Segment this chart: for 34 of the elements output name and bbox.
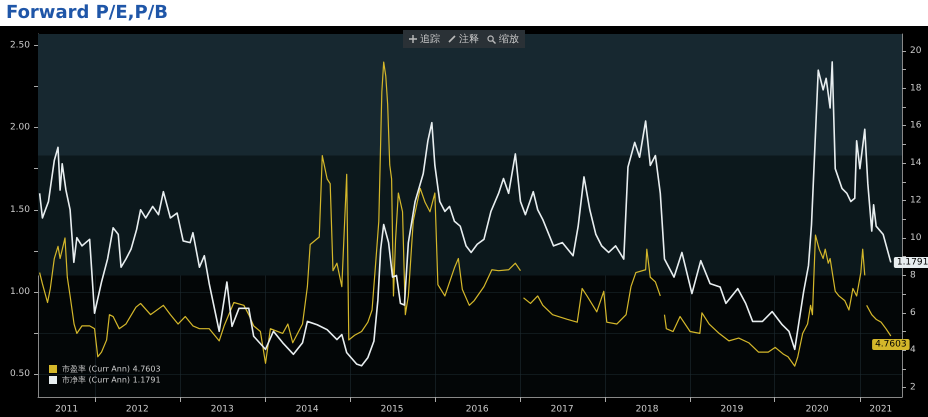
x-tick-label: 2020 (806, 404, 829, 414)
x-tick-label: 2019 (720, 404, 744, 414)
y-tick-label: 2.50 (10, 40, 30, 50)
y2-tick-label: 2 (910, 382, 916, 393)
y-tick-label: 1.00 (10, 286, 30, 297)
x-tick-label: 2021 (869, 404, 892, 414)
data-label: 4.7603 (875, 340, 907, 350)
y-tick-label: 1.50 (10, 204, 30, 215)
x-tick-label: 2014 (296, 404, 319, 414)
y2-tick-label: 16 (910, 120, 922, 131)
x-tick-label: 2017 (550, 404, 574, 414)
annotation: 追踪 (420, 32, 440, 46)
y2-tick-label: 18 (910, 83, 922, 94)
chart-title: Forward P/E,P/B (5, 1, 169, 25)
annotation: 注释 (459, 32, 479, 46)
legend-label: 市盈率 (Curr Ann) 4.7603 (62, 364, 161, 374)
y2-tick-label: 14 (910, 158, 922, 168)
y-tick-label: 0.50 (10, 369, 30, 380)
data-label: 1.1791 (896, 257, 928, 268)
y2-tick-label: 10 (910, 232, 922, 243)
x-tick-label: 2011 (55, 404, 78, 414)
y-tick-label: 2.00 (10, 122, 30, 133)
x-tick-label: 2013 (210, 404, 234, 414)
y2-tick-label: 8 (910, 270, 916, 280)
y2-tick-label: 12 (910, 196, 922, 206)
y2-tick-label: 6 (910, 308, 916, 318)
x-tick-label: 2015 (380, 404, 404, 414)
legend-label: 市净率 (Curr Ann) 1.1791 (62, 376, 161, 384)
x-tick-label: 2012 (126, 404, 149, 414)
x-tick-label: 2018 (636, 404, 659, 414)
annotation: 缩放 (499, 32, 519, 46)
y2-tick-label: 20 (910, 46, 922, 56)
x-tick-label: 2016 (466, 404, 489, 414)
y2-tick-label: 4 (910, 345, 916, 356)
